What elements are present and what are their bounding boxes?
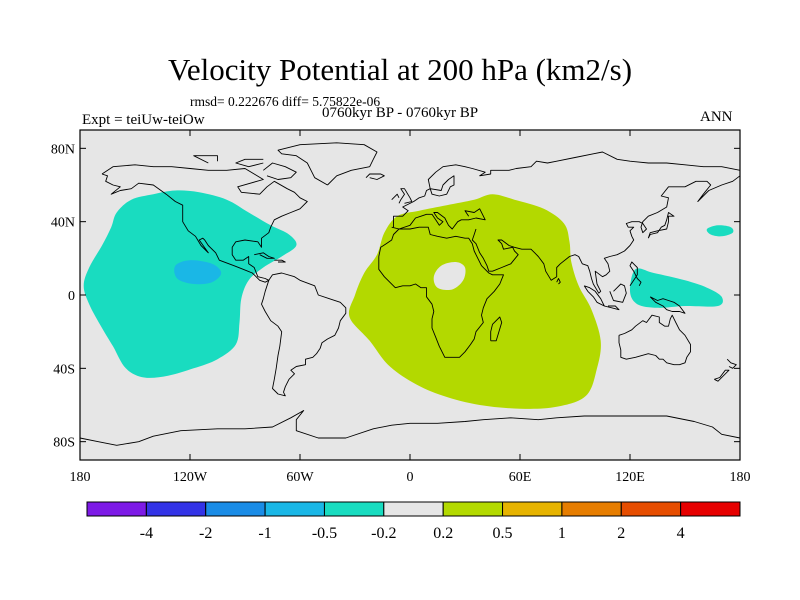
colorbar-label: 4 — [677, 525, 685, 542]
lon-tick-label: 120E — [615, 470, 645, 485]
coastline-3 — [393, 151, 741, 228]
coastline-25 — [263, 162, 297, 180]
lon-tick-label: 180 — [70, 470, 91, 485]
lat-tick-label: 0 — [68, 289, 75, 304]
coastline-26 — [79, 410, 741, 446]
colorbar-label: 0.5 — [493, 525, 513, 542]
colorbar-label: 1 — [558, 525, 566, 542]
contour-regions — [83, 190, 734, 409]
lat-tick-label: 40S — [53, 362, 75, 377]
coastline-4 — [391, 208, 486, 230]
colorbar-box — [502, 501, 563, 517]
colorbar: -4 -2 -1 -0.5 -0.2 0.2 0.5 1 2 4 — [86, 501, 741, 542]
coastline-20 — [277, 142, 378, 186]
colorbar-label: -0.5 — [312, 525, 337, 542]
colorbar-label: -1 — [258, 525, 271, 542]
coastline-9 — [604, 305, 620, 311]
region-japan-blob — [706, 225, 734, 237]
colorbar-box — [561, 501, 622, 517]
lat-tick-label: 80S — [53, 436, 75, 451]
colorbar-box — [205, 501, 266, 517]
period-line: 0760kyr BP - 0760kyr BP — [322, 105, 479, 121]
region-pacific-negative — [83, 190, 297, 378]
coastline-12 — [629, 261, 642, 287]
colorbar-box — [264, 501, 325, 517]
lat-tick-label: 80N — [51, 142, 75, 157]
coastline-16 — [556, 278, 561, 285]
coastline-23 — [235, 158, 264, 168]
colorbar-box — [620, 501, 682, 517]
experiment-label: Expt = teiUw-teiOw — [82, 112, 205, 128]
coastline-1 — [261, 272, 347, 397]
colorbar-box — [323, 501, 385, 517]
coastline-2 — [378, 226, 504, 358]
lon-tick-label: 120W — [173, 470, 208, 485]
stats-line: rmsd= 0.222676 diff= 5.75822e-06 — [190, 94, 381, 109]
lat-tick-label: 40N — [51, 216, 75, 231]
coastline-21 — [254, 252, 275, 259]
coastline-14 — [726, 358, 737, 369]
colorbar-box — [680, 501, 741, 517]
lon-tick-label: 180 — [730, 470, 751, 485]
coastline-11 — [649, 296, 686, 314]
colorbar-box — [145, 501, 207, 517]
coastline-13 — [714, 369, 730, 382]
coastline-5 — [471, 175, 741, 294]
colorbar-label: 2 — [617, 525, 625, 542]
season-label: ANN — [700, 109, 733, 125]
coastline-10 — [609, 283, 627, 303]
colorbar-label: 0.2 — [433, 525, 453, 542]
coastline-19 — [365, 173, 385, 180]
colorbar-box — [86, 501, 147, 517]
coastline-7 — [618, 314, 691, 366]
colorbar-box — [442, 501, 504, 517]
colorbar-label: -0.2 — [371, 525, 396, 542]
coastline-22 — [274, 259, 286, 263]
region-africa-hole — [433, 261, 466, 291]
coastline-18 — [391, 193, 400, 201]
plot-title: Velocity Potential at 200 hPa (km2/s) — [167, 52, 633, 87]
map-axes: 80N 40N 0 40S 80S 180 120W 60W 0 60E 120E 180 — [51, 130, 751, 485]
coastline-0 — [101, 164, 308, 283]
lon-tick-label: 60W — [286, 470, 314, 485]
lon-tick-label: 60E — [509, 470, 532, 485]
colorbar-box — [383, 501, 444, 517]
coastline-24 — [193, 155, 218, 164]
coastline-6 — [647, 212, 675, 239]
region-pacific-core — [174, 260, 222, 285]
coastlines — [79, 142, 741, 446]
region-africa-positive — [348, 194, 601, 409]
lon-tick-label: 0 — [407, 470, 414, 485]
colorbar-label: -4 — [140, 525, 153, 542]
colorbar-label: -2 — [199, 525, 212, 542]
coastline-17 — [398, 188, 413, 204]
coastline-15 — [490, 316, 503, 342]
